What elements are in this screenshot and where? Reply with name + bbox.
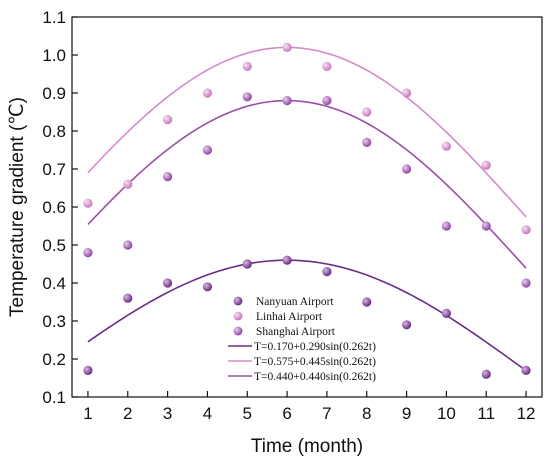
point-series-2 <box>441 141 452 151</box>
point-series-1 <box>162 278 173 288</box>
plot-frame <box>71 16 543 398</box>
point-series-2 <box>322 61 332 71</box>
point-series-3 <box>401 164 412 174</box>
legend-label: Shanghai Airport <box>256 326 336 338</box>
point-series-1 <box>521 365 531 375</box>
point-series-2 <box>83 198 93 208</box>
point-series-1 <box>322 267 332 277</box>
point-series-3 <box>481 221 491 231</box>
y-tick-label: 0.6 <box>42 198 66 217</box>
point-series-1 <box>123 293 133 303</box>
y-tick-label: 1.1 <box>42 8 66 27</box>
point-series-3 <box>242 92 252 102</box>
point-series-3 <box>362 137 372 147</box>
y-tick-label: 1.0 <box>42 46 66 65</box>
fit-line-3 <box>87 99 527 269</box>
x-tick-label: 11 <box>477 404 495 423</box>
point-series-2 <box>362 107 372 117</box>
legend-label: Nanyuan Airport <box>256 296 334 308</box>
point-series-3 <box>83 248 93 258</box>
x-tick-label: 9 <box>402 404 411 423</box>
point-series-2 <box>521 225 531 235</box>
y-tick-label: 0.3 <box>42 312 66 331</box>
point-series-1 <box>202 282 213 292</box>
x-tick-label: 12 <box>517 404 536 423</box>
axis-ticks: 1 2 3 4 5 6 7 8 9 10 11 120.10.20.30.40.50.60.70.80… <box>42 8 535 423</box>
point-series-2 <box>123 179 133 189</box>
x-tick-label: 3 <box>163 404 172 423</box>
legend-label: T=0.440+0.440sin(0.262t) <box>254 371 376 383</box>
point-series-2 <box>401 88 412 98</box>
x-tick-label: 4 <box>203 404 212 423</box>
point-series-2 <box>202 88 213 98</box>
x-tick-label: 1 <box>83 404 92 423</box>
x-tick-label: 7 <box>322 404 331 423</box>
point-series-1 <box>441 308 452 318</box>
legend-label: T=0.575+0.445sin(0.262t) <box>254 356 376 368</box>
fit-line-1 <box>87 259 527 372</box>
point-series-3 <box>202 145 213 155</box>
point-series-2 <box>162 115 173 125</box>
y-tick-label: 0.5 <box>42 236 66 255</box>
point-series-2 <box>481 160 491 170</box>
y-tick-label: 0.9 <box>42 84 66 103</box>
point-series-3 <box>123 240 133 250</box>
legend-marker <box>233 326 243 336</box>
point-series-1 <box>401 320 412 330</box>
fit-curves <box>87 46 527 372</box>
legend-label: Linhai Airport <box>256 311 323 323</box>
x-tick-label: 2 <box>123 404 132 423</box>
point-series-3 <box>322 96 332 106</box>
data-points <box>83 42 531 379</box>
point-series-2 <box>242 61 252 71</box>
point-series-3 <box>282 96 292 106</box>
x-tick-label: 10 <box>437 404 456 423</box>
y-tick-label: 0.8 <box>42 122 66 141</box>
y-tick-label: 0.7 <box>42 160 66 179</box>
point-series-1 <box>481 369 491 379</box>
x-tick-label: 6 <box>282 404 291 423</box>
y-tick-label: 0.2 <box>42 350 66 369</box>
point-series-1 <box>242 259 252 269</box>
point-series-1 <box>282 255 292 265</box>
legend: Nanyuan Airport Linhai Airport Shanghai Ai… <box>228 296 376 383</box>
legend-label: T=0.170+0.290sin(0.262t) <box>254 341 376 353</box>
y-axis-title: Temperature gradient (℃) <box>7 97 28 317</box>
y-tick-label: 0.4 <box>42 274 66 293</box>
legend-marker <box>233 311 243 321</box>
point-series-1 <box>362 297 372 307</box>
point-series-3 <box>521 278 531 288</box>
x-tick-label: 5 <box>243 404 252 423</box>
point-series-3 <box>162 172 173 182</box>
legend-marker <box>233 296 243 306</box>
x-axis-title: Time (month) <box>251 436 363 457</box>
y-tick-label: 0.1 <box>42 388 66 407</box>
point-series-3 <box>441 221 452 231</box>
point-series-1 <box>83 365 93 375</box>
point-series-2 <box>282 42 292 53</box>
fit-line-2 <box>87 46 527 218</box>
x-tick-label: 8 <box>362 404 371 423</box>
